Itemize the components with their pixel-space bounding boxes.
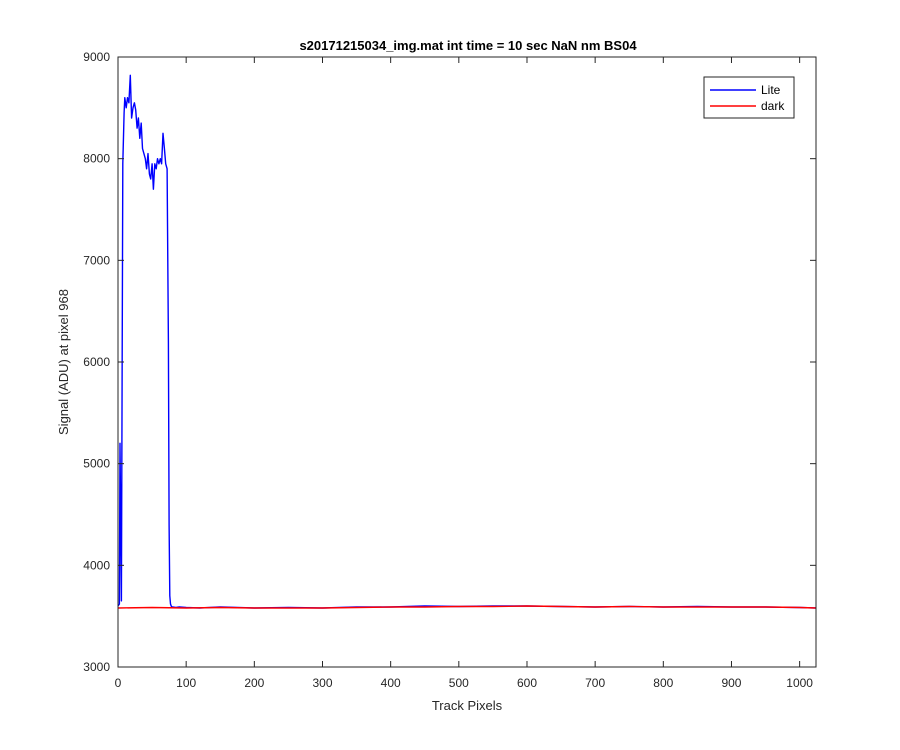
x-tick-label: 1000 (786, 676, 813, 690)
legend-label-dark: dark (761, 99, 785, 113)
legend-box (703, 76, 795, 119)
y-tick-label: 3000 (83, 660, 110, 674)
y-tick-label: 4000 (83, 558, 110, 572)
legend-label-lite: Lite (761, 83, 781, 97)
chart-title: s20171215034_img.mat int time = 10 sec N… (299, 38, 637, 53)
x-tick-label: 700 (585, 676, 605, 690)
series-layer (117, 74, 817, 609)
x-tick-label: 400 (381, 676, 401, 690)
x-tick-label: 600 (517, 676, 537, 690)
y-tick-label: 9000 (83, 50, 110, 64)
x-tick-label: 200 (244, 676, 264, 690)
plot-area (118, 57, 816, 667)
x-tick-label: 0 (115, 676, 122, 690)
legend: Lite dark (703, 76, 795, 119)
x-tick-label: 800 (653, 676, 673, 690)
x-tick-label: 500 (449, 676, 469, 690)
ticks-layer: 0 100 200 300 400 500 600 700 800 900 1000 3000 4000… (83, 50, 816, 690)
y-tick-label: 8000 (83, 152, 110, 166)
series-line-dark (117, 605, 817, 609)
y-tick-label: 5000 (83, 457, 110, 471)
x-tick-label: 300 (312, 676, 332, 690)
x-tick-label: 100 (176, 676, 196, 690)
y-tick-label: 7000 (83, 253, 110, 267)
y-axis-label: Signal (ADU) at pixel 968 (56, 289, 71, 435)
x-tick-label: 900 (721, 676, 741, 690)
x-axis-label: Track Pixels (432, 698, 503, 713)
y-tick-label: 6000 (83, 355, 110, 369)
